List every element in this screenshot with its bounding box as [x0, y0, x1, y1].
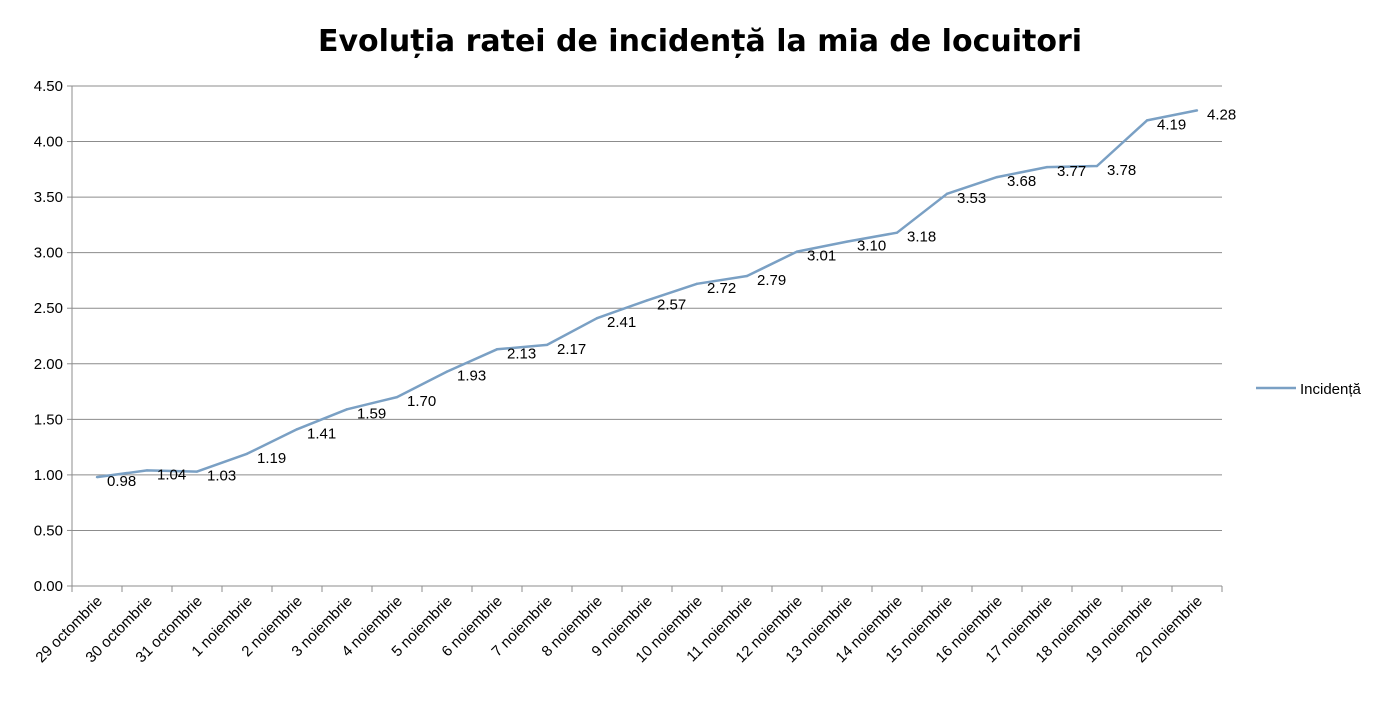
y-axis: 0.00 0.50 1.00 1.50 2.00 2.50 3.00 3.50 4.00 4.50	[34, 78, 73, 595]
data-label: 3.77	[1057, 163, 1086, 180]
data-label: 1.70	[407, 393, 436, 410]
data-point	[945, 192, 949, 195]
data-label: 1.41	[307, 425, 336, 442]
data-point	[95, 475, 99, 479]
data-point	[645, 299, 649, 302]
grid	[72, 85, 1222, 531]
data-point	[1045, 165, 1049, 169]
data-label: 0.98	[107, 473, 136, 490]
data-point	[295, 428, 299, 431]
y-tick-label: 2.00	[34, 356, 63, 373]
data-label: 3.01	[807, 248, 836, 265]
data-point	[1195, 109, 1199, 112]
data-label: 3.53	[957, 190, 986, 207]
data-label: 3.78	[1107, 162, 1136, 179]
data-point	[145, 469, 149, 472]
data-label: 4.28	[1207, 106, 1236, 123]
data-label: 3.68	[1007, 173, 1036, 190]
data-label: 2.72	[707, 280, 736, 297]
data-point	[745, 274, 749, 278]
data-point	[995, 175, 999, 179]
data-label: 2.57	[657, 296, 686, 313]
data-point	[395, 395, 399, 399]
data-point	[795, 250, 799, 253]
y-tick-label: 2.50	[34, 300, 63, 317]
legend: Incidență	[1256, 381, 1362, 398]
series-layer	[95, 109, 1199, 479]
data-point	[695, 282, 699, 285]
chart-title: Evoluția ratei de incidență la mia de lo…	[318, 24, 1082, 59]
data-point	[1095, 164, 1099, 168]
data-labels: 0.98 1.04 1.03 1.19 1.41 1.59 1.70 1.93 2.13 2.17…	[107, 106, 1236, 490]
y-tick-label: 1.50	[34, 411, 63, 428]
y-tick-label: 4.00	[34, 134, 63, 151]
data-point	[195, 470, 199, 473]
data-label: 2.41	[607, 314, 636, 331]
data-label: 1.93	[457, 368, 486, 385]
data-point	[545, 343, 549, 347]
data-label: 1.59	[357, 405, 386, 422]
data-label: 2.79	[757, 272, 786, 289]
data-point	[1145, 119, 1149, 122]
data-label: 4.19	[1157, 116, 1186, 133]
data-label: 3.18	[907, 229, 936, 246]
data-label: 2.13	[507, 345, 536, 362]
data-point	[595, 317, 599, 320]
y-tick-label: 4.50	[34, 78, 63, 95]
data-label: 1.03	[207, 468, 236, 485]
data-point	[445, 370, 449, 373]
y-tick-label: 0.50	[34, 522, 63, 539]
data-point	[495, 348, 499, 351]
y-tick-label: 3.50	[34, 189, 63, 206]
data-label: 1.04	[157, 466, 186, 483]
data-point	[345, 408, 349, 411]
data-point	[245, 452, 249, 455]
y-tick-label: 0.00	[34, 578, 63, 595]
y-tick-label: 1.00	[34, 467, 63, 484]
y-tick-label: 3.00	[34, 245, 63, 262]
legend-label: Incidență	[1300, 381, 1362, 398]
data-label: 2.17	[557, 341, 586, 358]
data-point	[895, 231, 899, 234]
data-label: 3.10	[857, 238, 886, 255]
data-label: 1.19	[257, 450, 286, 467]
data-point	[845, 240, 849, 243]
series-line-incidenta	[96, 109, 1198, 479]
